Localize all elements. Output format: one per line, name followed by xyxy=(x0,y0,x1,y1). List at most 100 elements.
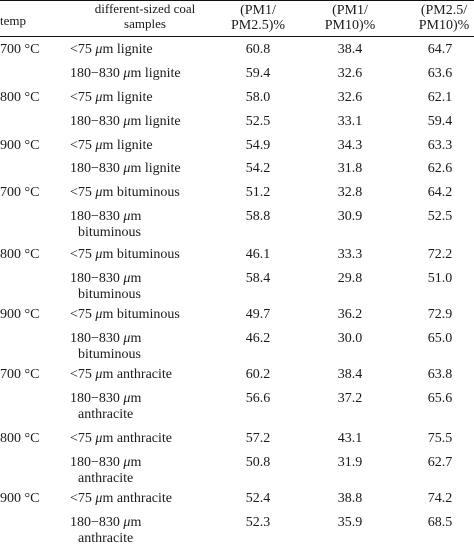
sample-type: m lignite xyxy=(130,114,181,129)
pm1-pm25-value: 56.6 xyxy=(245,391,271,406)
pm1-pm10-value: 35.9 xyxy=(337,515,363,530)
header-pm25-pm10-line2: PM10)% xyxy=(418,18,470,33)
pm1-pm25-value: 57.2 xyxy=(245,431,271,446)
sample-text: <75 μm anthracite xyxy=(70,431,240,447)
pm1-pm25-value: 52.3 xyxy=(245,515,271,530)
mu-symbol: μ xyxy=(95,491,103,506)
header-temp: temp xyxy=(0,13,26,28)
sample-type-continued: bituminous xyxy=(78,347,142,362)
sample-cell: <75 μm bituminous xyxy=(70,185,240,201)
pm25-pm10-value: 63.8 xyxy=(427,367,453,382)
sample-type: m xyxy=(130,455,142,470)
sample-text: 180−830 μm xyxy=(70,331,240,347)
temp-cell: 900 °C xyxy=(0,491,40,506)
sample-size: 180−830 xyxy=(70,455,124,470)
header-pm1-pm25-line1: (PM1/ xyxy=(240,3,276,18)
sample-size: 180−830 xyxy=(70,271,124,286)
sample-cell: <75 μm bituminous xyxy=(70,247,240,263)
sample-text: <75 μm lignite xyxy=(70,90,240,106)
pm25-pm10-value: 68.5 xyxy=(427,515,453,530)
sample-size: 180−830 xyxy=(70,66,124,81)
sample-text: <75 μm lignite xyxy=(70,138,240,154)
sample-type: m xyxy=(130,271,142,286)
sample-cell: 180−830 μm bituminous xyxy=(70,331,240,363)
mu-symbol: μ xyxy=(95,431,103,446)
sample-type: m xyxy=(130,391,142,406)
pm1-pm10-value: 33.3 xyxy=(337,247,363,262)
mu-symbol: μ xyxy=(123,455,131,470)
sample-type-continued: bituminous xyxy=(78,287,142,302)
mu-symbol: μ xyxy=(95,42,103,57)
sample-text: 180−830 μm lignite xyxy=(70,114,240,130)
mu-symbol: μ xyxy=(123,331,131,346)
pm25-pm10-value: 63.3 xyxy=(427,138,453,153)
pm1-pm25-value: 60.8 xyxy=(245,42,271,57)
sample-size: <75 xyxy=(70,185,96,200)
pm25-pm10-value: 65.6 xyxy=(427,391,453,406)
sample-size: <75 xyxy=(70,138,96,153)
sample-size: 180−830 xyxy=(70,331,124,346)
sample-type: m anthracite xyxy=(102,367,173,382)
sample-cell: 180−830 μm anthracite xyxy=(70,455,240,487)
pm25-pm10-value: 62.7 xyxy=(427,455,453,470)
sample-type: m lignite xyxy=(102,42,153,57)
pm1-pm10-value: 43.1 xyxy=(337,431,363,446)
temp-cell: 800 °C xyxy=(0,90,40,105)
pm1-pm10-value: 31.8 xyxy=(337,161,363,176)
sample-cell: 180−830 μm lignite xyxy=(70,114,240,130)
pm1-pm10-value: 32.8 xyxy=(337,185,363,200)
header-pm1-pm25: (PM1/ PM2.5)% xyxy=(228,3,288,39)
temp-cell: 800 °C xyxy=(0,247,40,262)
sample-cell: 180−830 μm bituminous xyxy=(70,271,240,303)
sample-cell: <75 μm lignite xyxy=(70,42,240,58)
sample-type: m lignite xyxy=(102,90,153,105)
sample-text: <75 μm bituminous xyxy=(70,307,240,323)
sample-cell: 180−830 μm bituminous xyxy=(70,209,240,241)
mu-symbol: μ xyxy=(95,367,103,382)
sample-type: m xyxy=(130,331,142,346)
sample-text: 180−830 μm xyxy=(70,271,240,287)
pm1-pm10-value: 33.1 xyxy=(337,114,363,129)
pm1-pm25-value: 52.5 xyxy=(245,114,271,129)
sample-cell: 180−830 μm lignite xyxy=(70,66,240,82)
sample-type: m lignite xyxy=(130,161,181,176)
sample-cell: 180−830 μm anthracite xyxy=(70,515,240,547)
table-top-rule xyxy=(0,0,474,1)
pm1-pm10-value: 32.6 xyxy=(337,90,363,105)
sample-cell: <75 μm lignite xyxy=(70,138,240,154)
sample-type: m bituminous xyxy=(102,185,180,200)
pm1-pm25-value: 58.4 xyxy=(245,271,271,286)
pm25-pm10-value: 62.1 xyxy=(427,90,453,105)
sample-type: m lignite xyxy=(130,66,181,81)
sample-type: m anthracite xyxy=(102,491,173,506)
temp-cell: 700 °C xyxy=(0,185,40,200)
mu-symbol: μ xyxy=(95,138,103,153)
pm25-pm10-value: 52.5 xyxy=(427,209,453,224)
pm1-pm25-value: 54.2 xyxy=(245,161,271,176)
pm1-pm10-value: 36.2 xyxy=(337,307,363,322)
sample-size: 180−830 xyxy=(70,515,124,530)
header-pm1-pm10-line2: PM10)% xyxy=(324,18,376,33)
pm25-pm10-value: 51.0 xyxy=(427,271,453,286)
sample-size: <75 xyxy=(70,90,96,105)
mu-symbol: μ xyxy=(95,90,103,105)
header-samples-line1: different-sized coal xyxy=(94,1,196,16)
mu-symbol: μ xyxy=(123,515,131,530)
sample-text: <75 μm anthracite xyxy=(70,367,240,383)
pm1-pm25-value: 54.9 xyxy=(245,138,271,153)
sample-cell: <75 μm anthracite xyxy=(70,431,240,447)
sample-cell: <75 μm anthracite xyxy=(70,367,240,383)
sample-type-continued: bituminous xyxy=(78,225,142,240)
sample-size: 180−830 xyxy=(70,114,124,129)
sample-size: 180−830 xyxy=(70,391,124,406)
sample-text: 180−830 μm xyxy=(70,455,240,471)
sample-text: 180−830 μm lignite xyxy=(70,66,240,82)
sample-size: 180−830 xyxy=(70,209,124,224)
pm1-pm10-value: 30.0 xyxy=(337,331,363,346)
pm1-pm10-value: 38.4 xyxy=(337,42,363,57)
sample-type: m bituminous xyxy=(102,307,180,322)
sample-type-continued: anthracite xyxy=(78,407,134,422)
mu-symbol: μ xyxy=(95,247,103,262)
pm25-pm10-value: 72.9 xyxy=(427,307,453,322)
sample-type: m xyxy=(130,209,142,224)
